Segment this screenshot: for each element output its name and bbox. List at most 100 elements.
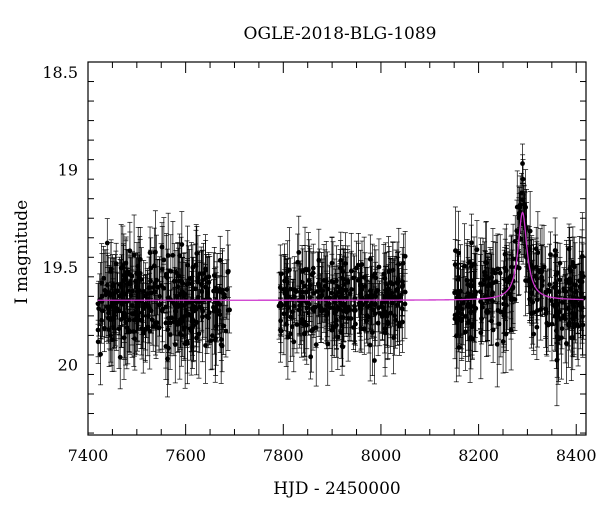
- data-point: [550, 283, 556, 326]
- data-point: [113, 250, 119, 334]
- data-point: [547, 268, 553, 315]
- data-point: [579, 256, 585, 331]
- data-point: [213, 272, 219, 343]
- data-point: [225, 269, 231, 351]
- data-point: [482, 250, 488, 343]
- data-point: [537, 228, 543, 316]
- data-point: [165, 283, 171, 354]
- data-point: [501, 278, 507, 353]
- x-tick-label: 8400: [556, 446, 597, 465]
- data-point: [485, 267, 491, 357]
- data-point: [382, 289, 388, 369]
- data-point: [573, 284, 579, 344]
- data-point: [311, 276, 317, 338]
- data-point: [534, 279, 540, 321]
- x-tick-label: 7400: [68, 446, 109, 465]
- data-point: [159, 226, 165, 313]
- data-point: [95, 319, 101, 364]
- x-tick-label: 7800: [263, 446, 304, 465]
- data-point: [211, 252, 217, 330]
- chart-title: OGLE-2018-BLG-1089: [244, 24, 437, 44]
- data-point: [139, 302, 145, 356]
- data-point: [141, 274, 147, 343]
- data-point: [495, 233, 501, 305]
- data-point: [396, 296, 402, 356]
- data-point: [148, 237, 154, 299]
- data-point: [326, 264, 332, 331]
- data-point: [307, 248, 313, 323]
- data-point: [565, 286, 571, 331]
- data-point: [108, 239, 114, 299]
- data-point: [479, 278, 485, 337]
- y-tick-label: 18.5: [42, 63, 78, 82]
- data-point: [497, 234, 503, 312]
- y-tick-label: 19.5: [42, 258, 78, 277]
- data-point: [558, 295, 564, 380]
- data-point: [376, 238, 382, 296]
- data-point: [490, 241, 496, 325]
- x-axis-ticks: 7400 7600 7800 8000 8200 8400: [68, 62, 597, 465]
- data-point: [99, 243, 105, 323]
- data-point: [294, 295, 300, 354]
- data-point: [557, 242, 563, 284]
- data-point: [185, 225, 191, 305]
- data-point: [314, 251, 320, 332]
- data-point: [194, 226, 200, 281]
- y-tick-label: 20: [58, 356, 78, 375]
- x-tick-label: 8200: [458, 446, 499, 465]
- data-point: [327, 266, 333, 349]
- data-point: [110, 278, 116, 329]
- model-curve: [97, 211, 584, 301]
- data-point: [342, 232, 348, 295]
- data-point: [306, 281, 312, 327]
- data-point: [512, 215, 518, 268]
- data-point: [277, 244, 283, 331]
- data-point: [570, 236, 576, 293]
- data-point: [221, 297, 227, 355]
- data-point: [302, 245, 308, 327]
- data-point: [101, 304, 107, 353]
- data-point: [104, 218, 110, 268]
- data-point: [369, 288, 375, 377]
- data-point: [370, 283, 376, 337]
- data-point: [217, 275, 223, 334]
- data-point: [377, 280, 383, 347]
- data-point: [478, 261, 484, 342]
- data-point: [554, 286, 560, 345]
- data-point: [318, 279, 324, 343]
- data-point: [172, 305, 178, 384]
- data-point: [337, 263, 343, 331]
- data-point: [196, 289, 202, 379]
- data-point: [208, 311, 214, 371]
- data-point: [193, 224, 199, 307]
- y-axis-label: I magnitude: [12, 200, 32, 304]
- data-point: [563, 303, 569, 384]
- data-point: [177, 233, 183, 278]
- data-point: [308, 334, 314, 380]
- data-point: [205, 287, 211, 349]
- data-point: [163, 277, 169, 369]
- data-point: [474, 220, 480, 279]
- data-point: [223, 304, 229, 358]
- y-axis-ticks: 18.5 19 19.5 20: [42, 61, 586, 434]
- data-point: [102, 249, 108, 332]
- data-point: [111, 257, 117, 311]
- data-points-layer: [95, 143, 586, 407]
- x-tick-label: 7600: [165, 446, 206, 465]
- data-point: [189, 271, 195, 347]
- data-point: [124, 270, 130, 334]
- data-point: [357, 265, 363, 352]
- data-point: [386, 236, 392, 308]
- data-point: [179, 274, 185, 337]
- data-point: [503, 223, 509, 318]
- data-point: [390, 242, 396, 298]
- data-point: [319, 262, 325, 329]
- data-point: [345, 277, 351, 337]
- plot-area: [87, 61, 587, 436]
- data-point: [155, 258, 161, 316]
- data-point: [383, 242, 389, 326]
- data-point: [553, 292, 559, 369]
- data-point: [548, 231, 554, 278]
- data-point: [134, 265, 140, 342]
- data-point: [389, 259, 395, 347]
